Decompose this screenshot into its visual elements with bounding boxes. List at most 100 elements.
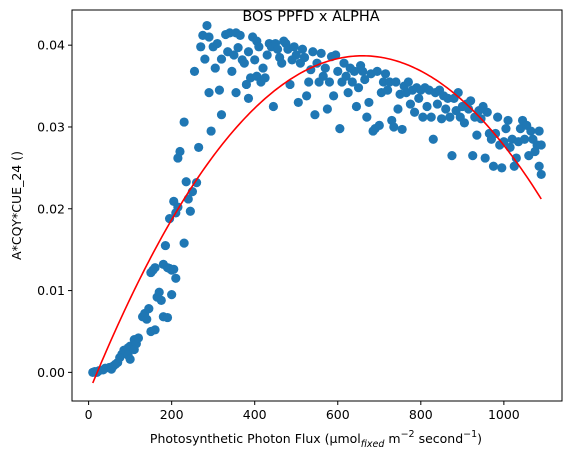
data-point	[351, 101, 362, 112]
y-tick-label: 0.02	[37, 201, 65, 216]
fit-curve	[92, 55, 542, 384]
data-point	[358, 66, 368, 76]
data-point	[250, 55, 260, 65]
data-point	[322, 104, 332, 114]
data-point	[233, 43, 243, 53]
data-point	[156, 295, 166, 305]
axes-frame	[71, 9, 563, 402]
y-axis-label: A*CQY*CUE_24 ()	[9, 151, 24, 260]
chart-title: BOS PPFD x ALPHA	[242, 9, 379, 25]
data-point	[204, 88, 214, 98]
data-point	[144, 303, 154, 314]
data-point	[310, 110, 320, 120]
data-point	[214, 85, 225, 95]
data-point	[169, 264, 179, 274]
data-point	[534, 126, 544, 136]
data-point	[409, 107, 420, 117]
x-tick-label: 400	[243, 407, 267, 422]
data-point	[291, 50, 301, 60]
data-point	[318, 71, 328, 81]
data-point	[335, 124, 345, 134]
y-tick-label: 0.03	[37, 119, 65, 134]
x-tick-label: 800	[409, 407, 433, 422]
data-point	[229, 50, 239, 60]
data-point	[364, 97, 374, 108]
data-point	[125, 354, 135, 364]
data-point	[418, 112, 428, 122]
data-point	[216, 110, 227, 120]
data-point	[333, 66, 343, 76]
data-point	[150, 325, 160, 335]
data-point	[299, 52, 310, 63]
data-point	[167, 290, 177, 300]
data-point	[231, 88, 241, 98]
data-point	[534, 161, 544, 171]
data-point	[243, 47, 254, 57]
data-point	[179, 117, 189, 127]
data-point	[272, 44, 283, 54]
data-point	[372, 66, 382, 76]
data-point	[258, 63, 268, 73]
data-point	[432, 99, 443, 109]
data-point	[362, 112, 372, 122]
data-point	[497, 163, 507, 173]
data-point	[466, 96, 476, 106]
data-point	[191, 178, 202, 188]
x-axis-label: Photosynthetic Photon Flux (µmolfixed m−…	[150, 429, 482, 450]
data-point	[472, 130, 482, 140]
data-point	[520, 134, 530, 144]
data-point	[285, 79, 295, 90]
data-point	[304, 77, 314, 87]
data-point	[341, 71, 351, 81]
data-point	[302, 91, 312, 101]
data-point	[331, 50, 341, 60]
data-point	[374, 120, 384, 130]
data-point	[133, 333, 144, 343]
data-point	[391, 77, 401, 87]
x-axis: 0 200 400 600 800 1000	[85, 401, 520, 422]
x-tick-label: 0	[85, 407, 93, 422]
data-point	[277, 58, 287, 68]
data-point	[482, 107, 492, 117]
data-point	[501, 124, 511, 134]
data-point	[536, 140, 546, 150]
data-point	[382, 85, 393, 95]
data-point	[324, 77, 335, 87]
data-point	[196, 42, 206, 52]
data-point	[480, 153, 490, 163]
data-point	[503, 115, 513, 126]
data-point	[235, 30, 245, 40]
data-point	[241, 79, 252, 90]
data-point	[422, 101, 432, 112]
data-point	[171, 273, 181, 283]
data-point	[212, 38, 222, 49]
data-point	[509, 161, 519, 171]
data-point	[347, 77, 357, 87]
data-point	[511, 153, 521, 163]
data-point	[493, 112, 503, 122]
data-point	[297, 44, 308, 54]
data-point	[463, 104, 474, 114]
data-point	[129, 344, 139, 355]
data-point	[160, 240, 171, 251]
data-point	[360, 74, 370, 85]
data-point	[393, 104, 403, 114]
data-point	[353, 83, 364, 93]
data-point	[488, 161, 499, 171]
data-point	[343, 88, 353, 98]
data-point	[227, 66, 237, 76]
data-point	[447, 151, 457, 161]
data-point	[405, 99, 416, 109]
data-point	[179, 238, 189, 248]
data-point	[150, 263, 160, 273]
data-point	[397, 124, 407, 135]
data-point	[175, 146, 185, 157]
data-point	[349, 66, 359, 76]
data-point	[216, 54, 227, 64]
data-point	[468, 151, 478, 161]
data-point	[194, 142, 204, 153]
data-point	[459, 118, 470, 128]
data-point	[499, 137, 509, 147]
x-tick-label: 600	[326, 407, 350, 422]
